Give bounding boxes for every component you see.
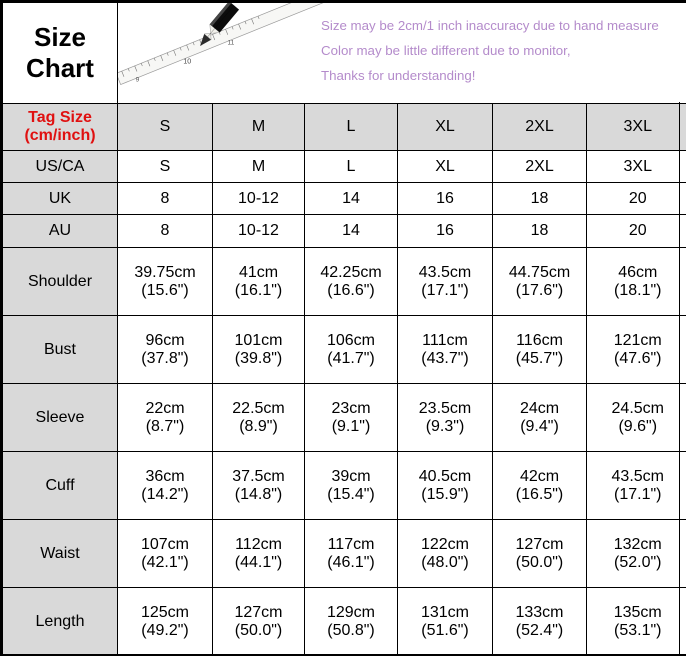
svg-text:9: 9 — [136, 77, 140, 84]
svg-text:10: 10 — [183, 59, 191, 66]
svg-text:11: 11 — [227, 40, 234, 47]
